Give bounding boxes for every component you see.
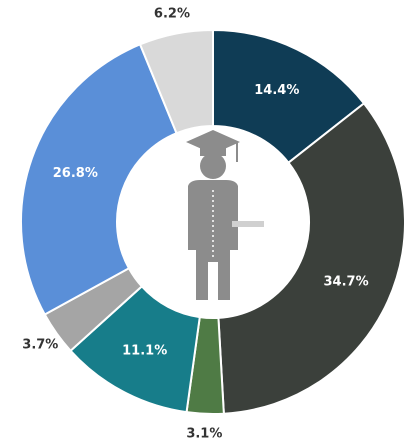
data-label: 34.7% [324,275,369,290]
graduate-icon [186,130,264,300]
data-label: 6.2% [154,7,190,22]
segments [20,28,404,415]
data-label: 11.1% [122,344,167,359]
data-label: 3.7% [22,337,58,352]
data-label: 14.4% [254,83,299,98]
data-label: 3.1% [186,426,222,441]
data-label: 26.8% [53,166,98,181]
